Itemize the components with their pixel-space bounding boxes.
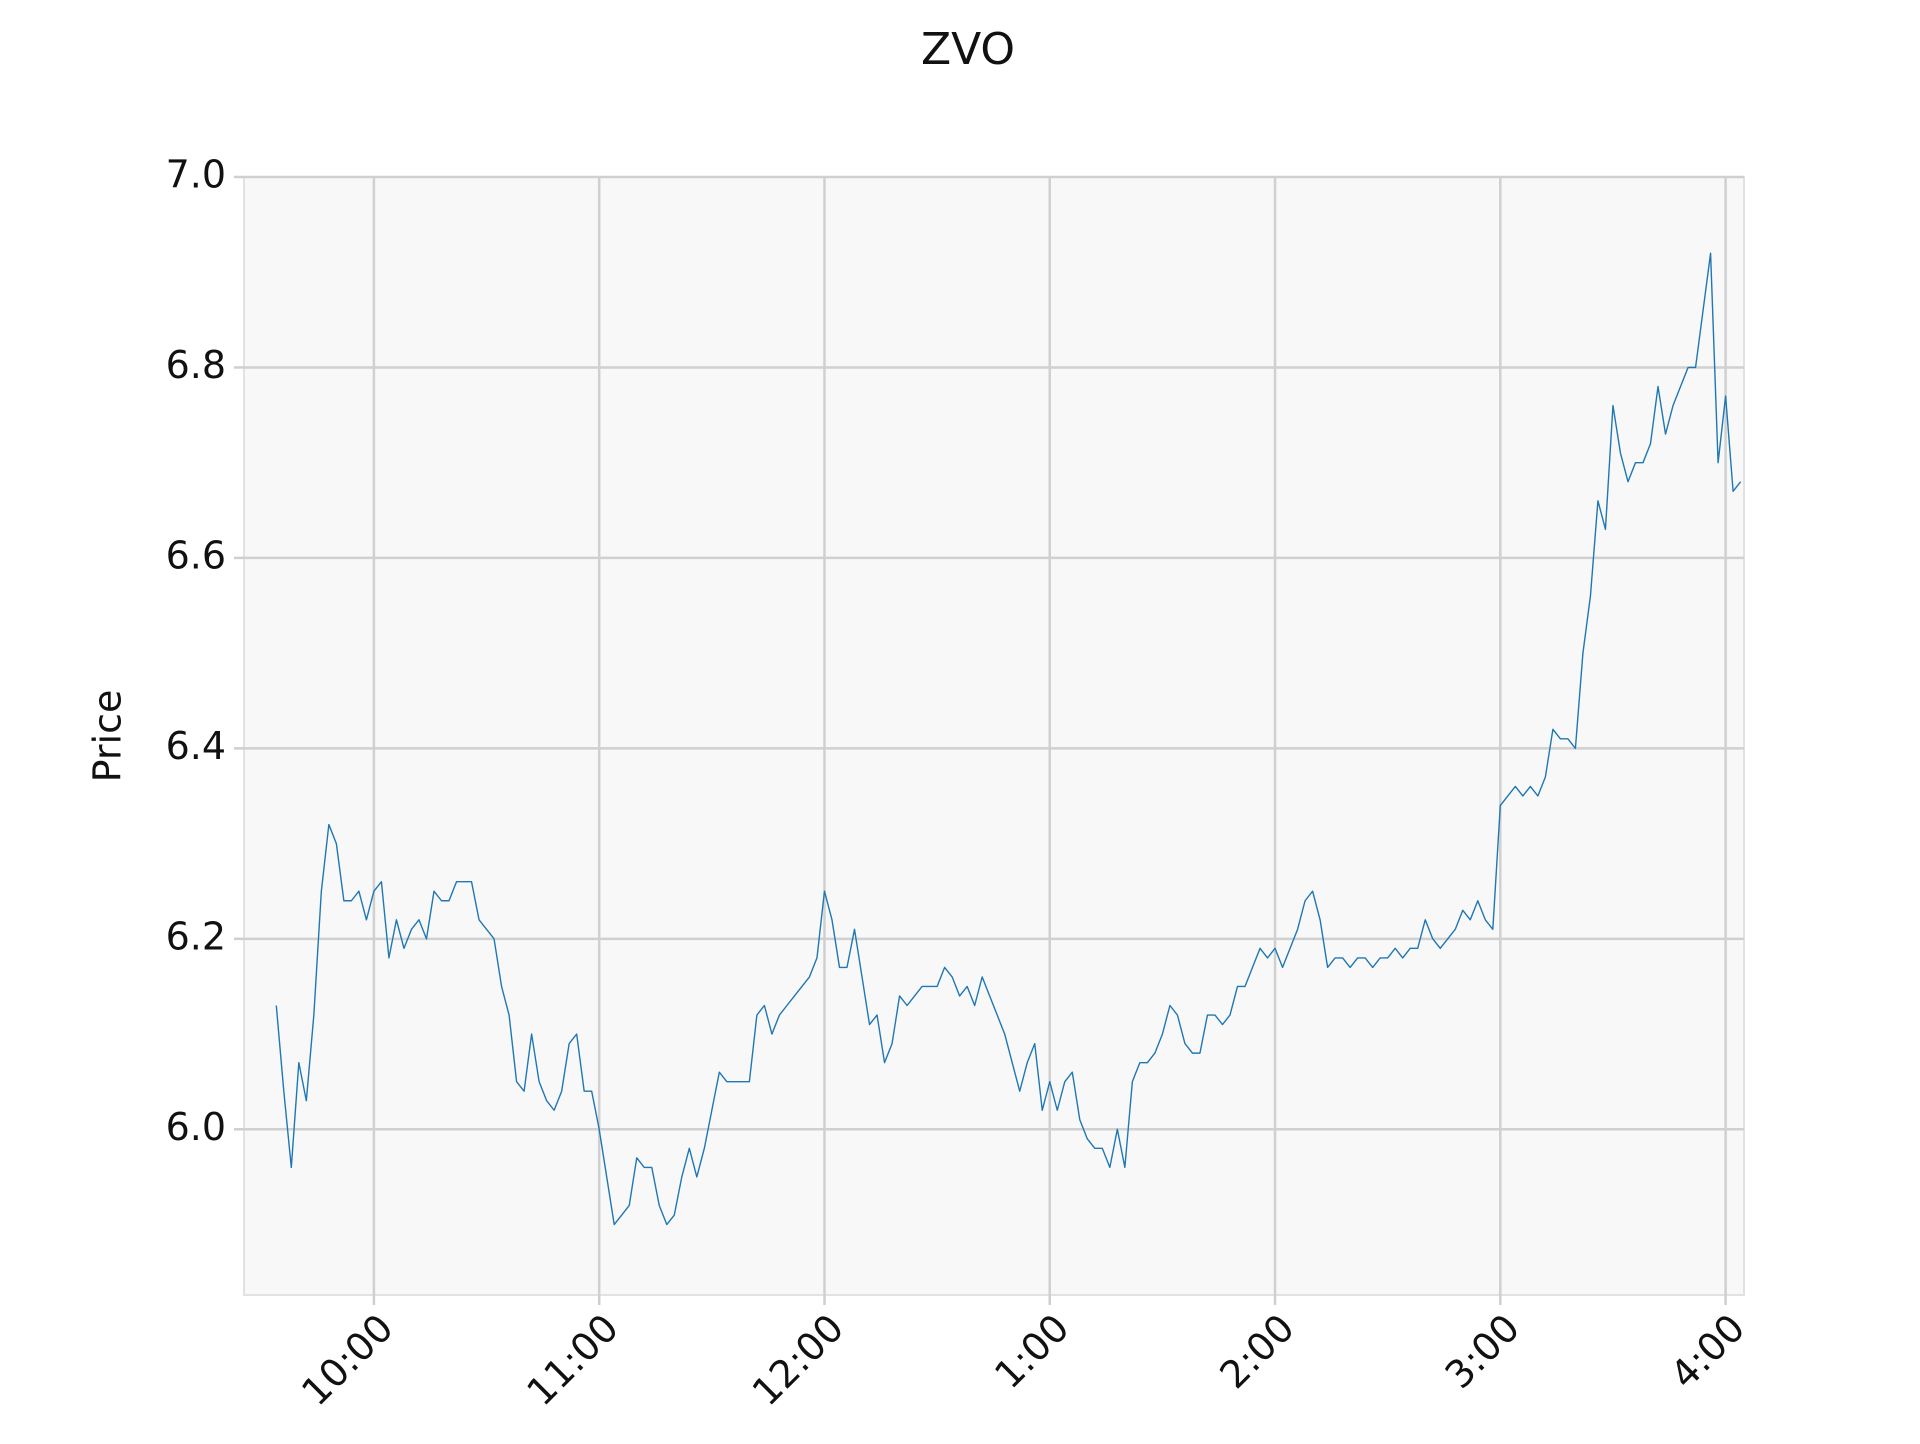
y-tick-label: 6.6 <box>166 533 226 577</box>
price-line <box>275 252 1742 1226</box>
x-tick-label: 2:00 <box>1211 1306 1302 1397</box>
y-tick-label: 7.0 <box>166 153 226 197</box>
y-tick-label: 6.0 <box>166 1105 226 1149</box>
x-tick-label: 4:00 <box>1662 1306 1753 1397</box>
y-axis-label: Price <box>86 690 130 783</box>
x-tick-label: 3:00 <box>1437 1306 1528 1397</box>
chart-title: ZVO <box>921 24 1015 75</box>
y-tick-label: 6.2 <box>166 914 226 958</box>
x-tick-label: 1:00 <box>986 1306 1077 1397</box>
x-tick-label: 12:00 <box>744 1306 853 1415</box>
y-tick-label: 6.8 <box>166 343 226 387</box>
x-tick-label: 11:00 <box>518 1306 627 1415</box>
x-tick-label: 10:00 <box>293 1306 402 1415</box>
y-tick-label: 6.4 <box>166 724 226 768</box>
plot-area <box>243 176 1745 1296</box>
